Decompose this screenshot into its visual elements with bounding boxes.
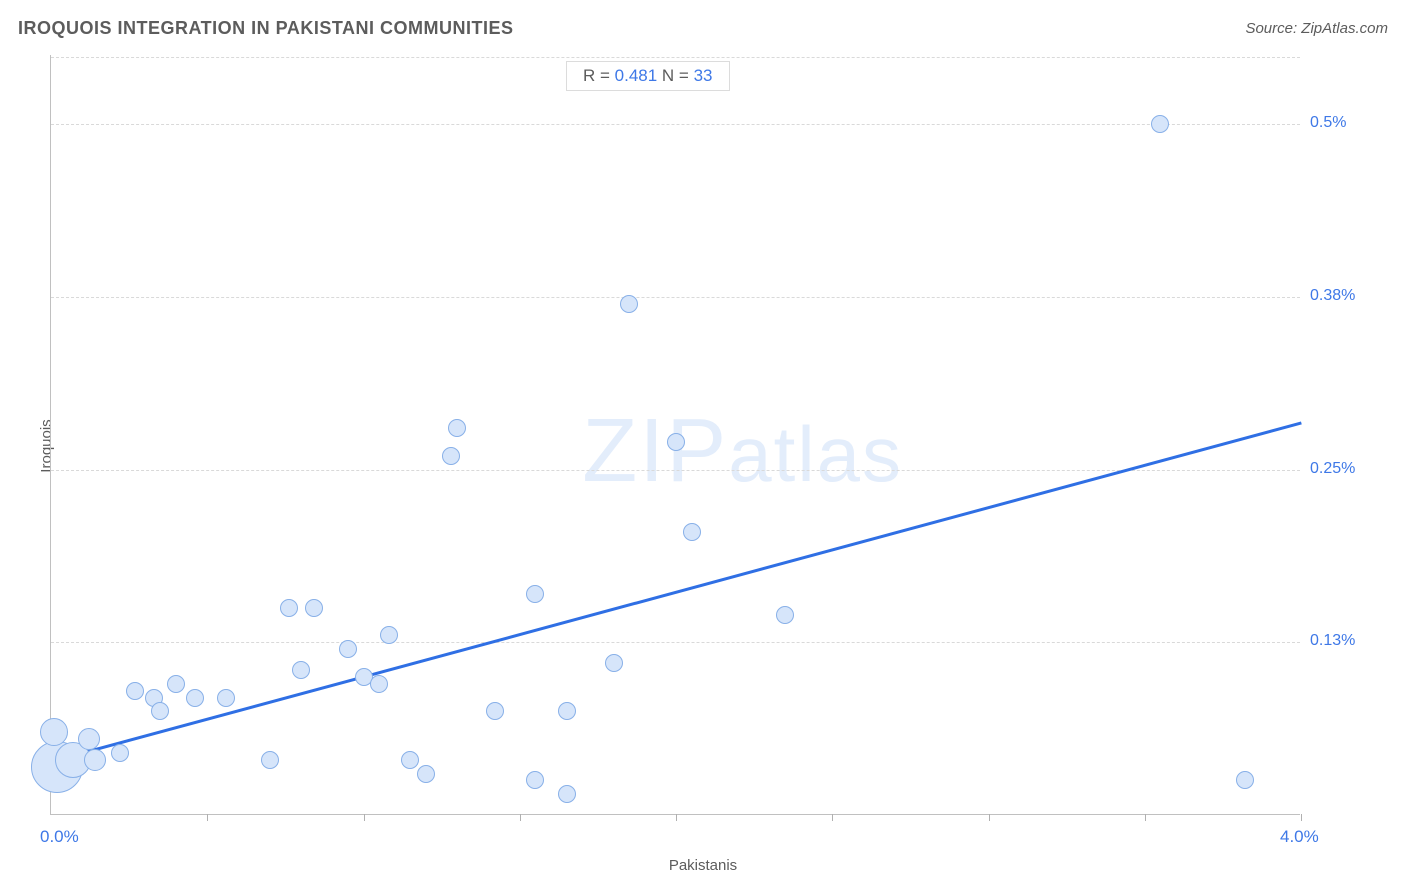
stats-box: R = 0.481 N = 33 xyxy=(566,61,730,91)
x-tick xyxy=(676,814,677,821)
x-tick xyxy=(989,814,990,821)
chart-title: IROQUOIS INTEGRATION IN PAKISTANI COMMUN… xyxy=(18,18,514,38)
data-point xyxy=(558,702,576,720)
chart-source: Source: ZipAtlas.com xyxy=(1245,20,1388,37)
trend-line xyxy=(51,421,1302,762)
x-axis-label: Pakistanis xyxy=(669,857,737,874)
data-point xyxy=(280,599,298,617)
data-point xyxy=(1236,771,1254,789)
data-point xyxy=(442,447,460,465)
data-point xyxy=(683,523,701,541)
data-point xyxy=(486,702,504,720)
x-tick xyxy=(1145,814,1146,821)
y-tick-label: 0.25% xyxy=(1310,460,1355,478)
data-point xyxy=(78,728,100,750)
y-tick-label: 0.5% xyxy=(1310,114,1346,132)
gridline xyxy=(51,57,1300,58)
data-point xyxy=(167,675,185,693)
data-point xyxy=(84,749,106,771)
gridline xyxy=(51,124,1300,125)
data-point xyxy=(217,689,235,707)
data-point xyxy=(526,585,544,603)
x-tick xyxy=(364,814,365,821)
watermark: ZIPatlas xyxy=(582,400,903,503)
data-point xyxy=(186,689,204,707)
x-end-label: 4.0% xyxy=(1280,827,1319,847)
n-value: 33 xyxy=(694,66,713,85)
gridline xyxy=(51,297,1300,298)
y-tick-label: 0.13% xyxy=(1310,632,1355,650)
data-point xyxy=(292,661,310,679)
x-start-label: 0.0% xyxy=(40,827,79,847)
y-tick-label: 0.38% xyxy=(1310,287,1355,305)
data-point xyxy=(448,419,466,437)
x-tick xyxy=(832,814,833,821)
r-label: R = xyxy=(583,66,615,85)
data-point xyxy=(380,626,398,644)
data-point xyxy=(111,744,129,762)
x-tick xyxy=(520,814,521,821)
gridline xyxy=(51,642,1300,643)
scatter-plot-area: ZIPatlas R = 0.481 N = 33 xyxy=(50,55,1300,815)
data-point xyxy=(417,765,435,783)
chart-header: IROQUOIS INTEGRATION IN PAKISTANI COMMUN… xyxy=(18,18,1388,48)
gridline xyxy=(51,470,1300,471)
n-label: N = xyxy=(657,66,693,85)
data-point xyxy=(1151,115,1169,133)
r-value: 0.481 xyxy=(615,66,658,85)
data-point xyxy=(151,702,169,720)
x-tick xyxy=(1301,814,1302,821)
data-point xyxy=(401,751,419,769)
data-point xyxy=(620,295,638,313)
data-point xyxy=(261,751,279,769)
x-tick xyxy=(207,814,208,821)
data-point xyxy=(40,718,68,746)
data-point xyxy=(667,433,685,451)
data-point xyxy=(305,599,323,617)
data-point xyxy=(776,606,794,624)
data-point xyxy=(605,654,623,672)
data-point xyxy=(126,682,144,700)
data-point xyxy=(339,640,357,658)
data-point xyxy=(558,785,576,803)
data-point xyxy=(370,675,388,693)
data-point xyxy=(526,771,544,789)
